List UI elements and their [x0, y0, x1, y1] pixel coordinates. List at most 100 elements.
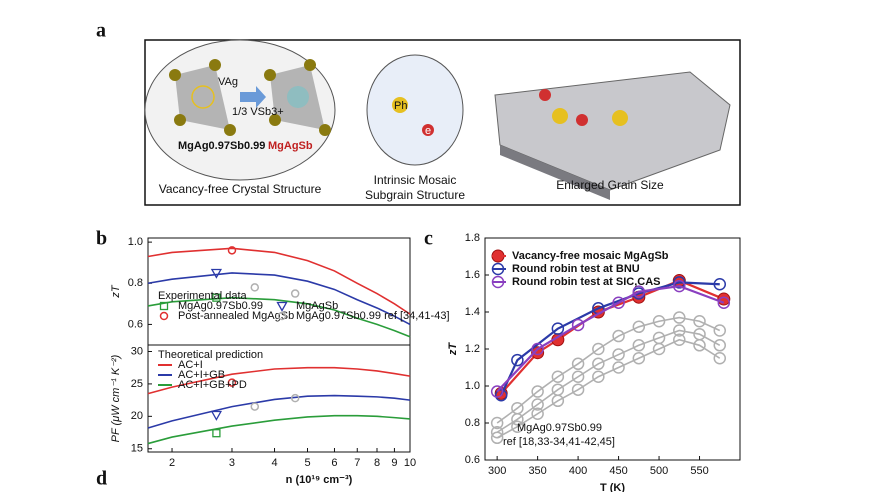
- legend-label: MgAg0.97Sb0.99: [178, 300, 263, 312]
- annotation: ref [18,33-34,41-42,45]: [503, 436, 615, 448]
- marker: [490, 385, 504, 398]
- series-line: [147, 414, 411, 445]
- x-axis-label: n (10¹⁹ cm⁻³): [286, 474, 353, 486]
- series-line: [147, 394, 411, 429]
- series-line: [147, 366, 411, 395]
- annotation: MgAg0.97Sb0.99: [517, 422, 602, 434]
- marker: [592, 357, 605, 371]
- marker: [210, 410, 223, 421]
- series-line: [496, 329, 721, 433]
- caption: Subgrain Structure: [365, 188, 465, 202]
- marker: [652, 342, 666, 356]
- marker: [571, 383, 585, 396]
- x-tick-label: 450: [609, 465, 627, 477]
- marker: [571, 357, 585, 371]
- marker: [290, 289, 300, 298]
- marker: [652, 315, 666, 328]
- x-tick-label: 300: [488, 465, 506, 477]
- marker: [713, 324, 727, 337]
- series-line: [496, 338, 721, 439]
- marker: [713, 352, 727, 365]
- marker: [531, 407, 544, 420]
- y-tick-label: 0.8: [128, 277, 143, 289]
- y-tick-label: 1.4: [465, 306, 480, 318]
- y-axis-label: PF (μW cm⁻¹ K⁻²): [110, 354, 122, 442]
- legend-label: Round robin test at BNU: [512, 263, 640, 275]
- y-tick-label: 1.8: [465, 232, 480, 244]
- legend-label: MgAg0.97Sb0.99 ref [34,41-43]: [296, 310, 450, 322]
- caption: Intrinsic Mosaic: [374, 173, 457, 187]
- marker: [693, 339, 706, 352]
- x-axis-label: T (K): [600, 482, 625, 492]
- legend-label: MgAgSb: [296, 300, 338, 312]
- y-tick-label: 1.0: [465, 380, 480, 392]
- x-tick-label: 3: [229, 457, 235, 469]
- y-tick-label: 1.0: [128, 236, 143, 248]
- marker: [612, 329, 625, 343]
- marker: [673, 279, 686, 293]
- marker: [612, 348, 625, 361]
- y-tick-label: 30: [131, 345, 143, 357]
- diagram-label: Ph: [394, 100, 407, 112]
- marker: [212, 429, 221, 438]
- legend-label: Vacancy-free mosaic MgAgSb: [512, 250, 669, 262]
- marker: [531, 398, 544, 411]
- diagram-label: 1/3 VSb3+: [232, 106, 284, 118]
- legend-label: Post-annealed MgAgSb: [178, 310, 294, 322]
- legend-title: Theoretical prediction: [158, 349, 263, 361]
- marker: [531, 342, 544, 356]
- series-line: [147, 247, 411, 315]
- legend-marker: [276, 301, 288, 312]
- marker: [250, 283, 260, 292]
- x-tick-label: 550: [690, 465, 708, 477]
- marker: [632, 339, 646, 352]
- y-tick-label: 15: [131, 443, 143, 455]
- marker: [511, 353, 524, 367]
- x-tick-label: 10: [404, 457, 416, 469]
- legend-marker: [159, 311, 169, 321]
- series-line: [496, 284, 725, 393]
- marker: [592, 370, 605, 383]
- marker: [713, 278, 727, 291]
- legend-label: Round robin test at SIC,CAS: [512, 276, 661, 288]
- marker: [693, 315, 706, 328]
- y-axis-label: zT: [110, 284, 122, 299]
- series-line: [496, 316, 721, 424]
- marker: [612, 296, 625, 309]
- panel-label: b: [96, 228, 107, 250]
- y-tick-label: 1.6: [465, 269, 480, 281]
- marker: [250, 402, 260, 411]
- marker: [673, 324, 686, 337]
- marker: [227, 246, 237, 255]
- marker: [632, 320, 646, 334]
- series-line: [147, 296, 411, 338]
- marker: [632, 285, 646, 298]
- y-tick-label: 25: [131, 378, 143, 390]
- marker: [494, 389, 508, 402]
- marker: [713, 339, 727, 352]
- panel-label: c: [424, 228, 433, 250]
- legend-marker: [277, 311, 287, 321]
- marker: [511, 413, 524, 426]
- legend-title: Experimental data: [158, 290, 248, 302]
- marker: [632, 352, 646, 365]
- marker: [212, 293, 221, 302]
- panel-label: d: [96, 468, 107, 490]
- marker: [227, 378, 237, 387]
- legend-marker: [159, 301, 169, 311]
- marker: [673, 276, 686, 289]
- y-tick-label: 20: [131, 410, 143, 422]
- series-line: [147, 272, 411, 326]
- x-tick-label: 7: [354, 457, 360, 469]
- schematic: VAg 1/3 VSb3+ MgAg0.97Sb0.99 MgAgSb Ph e…: [144, 39, 741, 206]
- x-tick-label: 6: [331, 457, 337, 469]
- diagram-label: MgAgSb: [268, 140, 313, 152]
- marker: [673, 333, 686, 346]
- y-tick-label: 0.6: [465, 454, 480, 466]
- caption: Enlarged Grain Size: [556, 178, 664, 192]
- panel-label: a: [96, 20, 106, 42]
- marker: [210, 268, 223, 279]
- marker: [490, 416, 504, 430]
- diagram-label: e: [425, 125, 431, 137]
- marker: [551, 394, 565, 408]
